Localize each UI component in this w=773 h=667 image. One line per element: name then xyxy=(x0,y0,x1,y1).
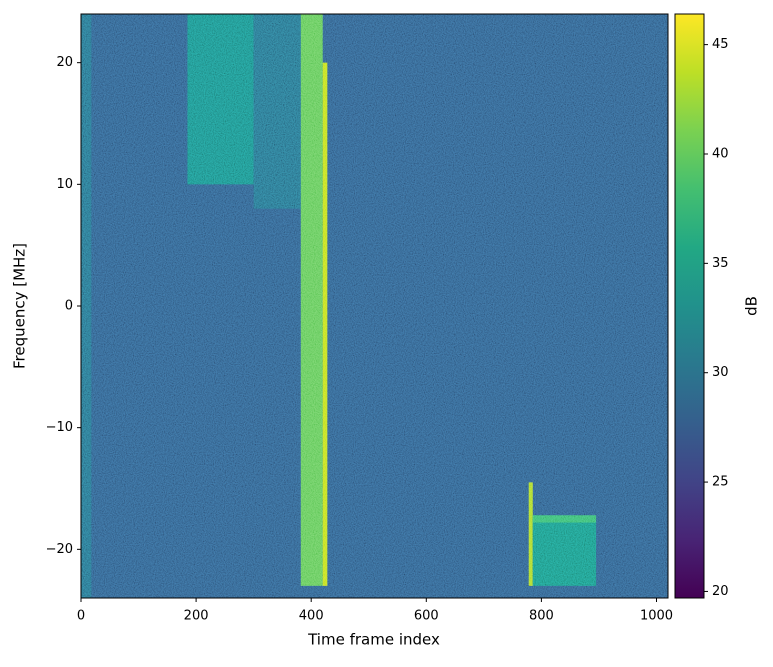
plot-area xyxy=(81,14,668,598)
colorbar-tick-label: 45 xyxy=(712,37,729,52)
y-axis-label: Frequency [MHz] xyxy=(11,243,29,369)
x-tick-label: 200 xyxy=(184,609,209,624)
x-axis-label: Time frame index xyxy=(307,631,440,649)
x-tick-label: 800 xyxy=(529,609,554,624)
noise-texture xyxy=(81,14,668,598)
colorbar-label: dB xyxy=(743,296,761,316)
colorbar-tick-label: 35 xyxy=(712,256,729,271)
y-tick-label: 10 xyxy=(56,177,73,192)
y-tick-label: 20 xyxy=(56,55,73,70)
x-tick-label: 0 xyxy=(77,609,85,624)
colorbar-tick-label: 25 xyxy=(712,475,729,490)
y-tick-label: −10 xyxy=(46,420,73,435)
colorbar xyxy=(674,13,705,599)
y-tick-label: 0 xyxy=(65,299,73,314)
colorbar-tick-label: 20 xyxy=(712,584,729,599)
colorbar-tick-label: 30 xyxy=(712,365,729,380)
x-tick-label: 400 xyxy=(299,609,324,624)
y-tick-label: −20 xyxy=(46,542,73,557)
x-tick-label: 600 xyxy=(414,609,439,624)
colorbar-tick-label: 40 xyxy=(712,146,729,161)
x-tick-label: 1000 xyxy=(640,609,673,624)
